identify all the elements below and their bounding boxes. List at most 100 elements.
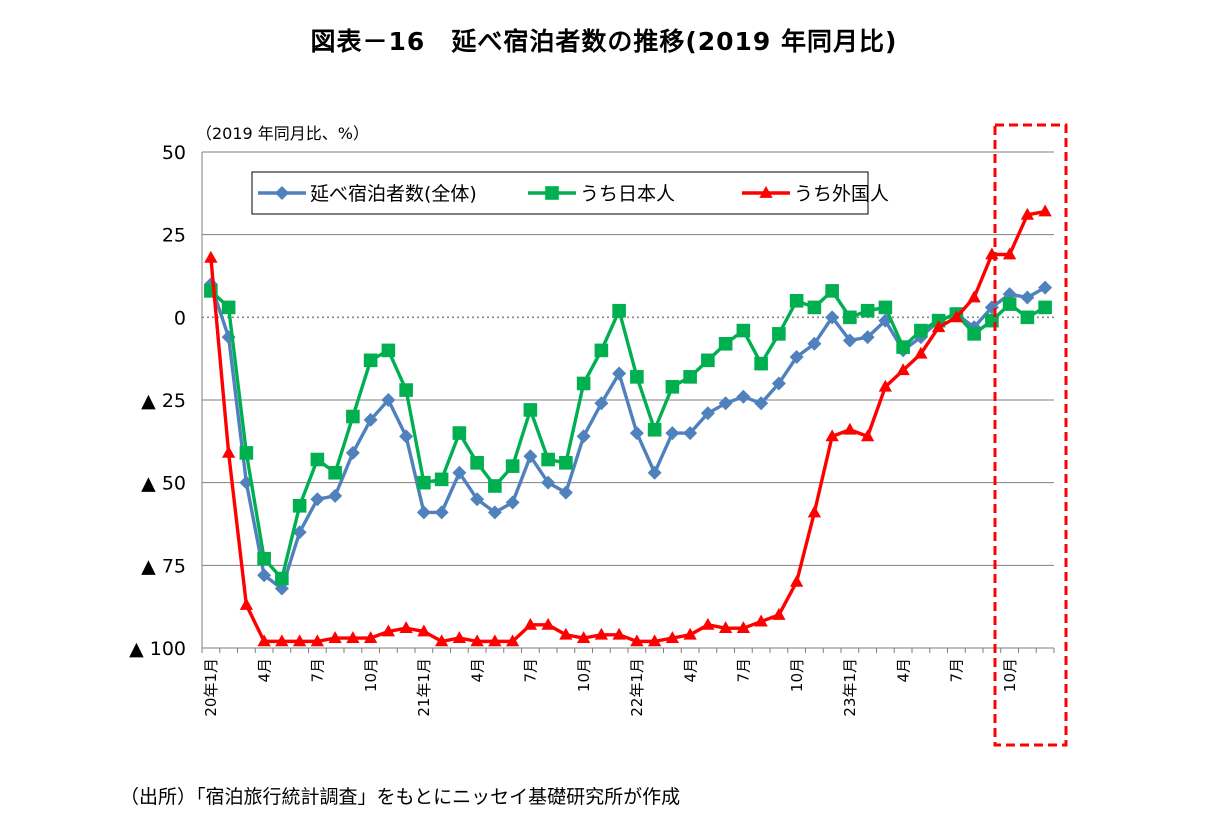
data-point bbox=[896, 340, 910, 354]
data-point bbox=[860, 429, 875, 442]
data-point bbox=[1002, 247, 1017, 260]
data-point bbox=[789, 574, 804, 587]
y-tick-label: ▲ 75 bbox=[141, 555, 186, 577]
data-point bbox=[488, 634, 502, 647]
x-tick-label: 7月 bbox=[735, 658, 753, 683]
data-point bbox=[239, 598, 254, 610]
data-point bbox=[310, 452, 325, 467]
data-point bbox=[807, 505, 822, 518]
data-point bbox=[701, 617, 715, 630]
data-point bbox=[665, 379, 680, 394]
data-point bbox=[257, 551, 271, 566]
highlight-box bbox=[993, 123, 1068, 747]
data-point bbox=[452, 426, 467, 440]
data-point bbox=[754, 356, 768, 371]
series-square bbox=[204, 284, 1052, 586]
data-point bbox=[647, 634, 662, 647]
y-unit-label: （2019 年同月比、%） bbox=[196, 124, 369, 143]
data-point bbox=[452, 465, 467, 480]
data-point bbox=[488, 479, 502, 493]
data-point bbox=[842, 333, 857, 348]
x-tick-label: 4月 bbox=[894, 658, 912, 683]
data-point bbox=[470, 492, 485, 507]
data-point bbox=[310, 634, 325, 647]
data-point bbox=[878, 300, 893, 315]
data-point bbox=[257, 568, 272, 583]
data-point bbox=[221, 445, 236, 458]
legend: 延べ宿泊者数(全体) うち日本人 うち外国人 bbox=[251, 171, 889, 215]
data-point bbox=[1002, 297, 1017, 311]
data-point bbox=[505, 459, 520, 473]
data-point bbox=[416, 505, 431, 520]
data-point bbox=[523, 403, 538, 417]
data-point bbox=[807, 300, 822, 315]
data-point bbox=[292, 499, 307, 513]
data-point bbox=[967, 290, 981, 303]
data-point bbox=[665, 631, 680, 643]
data-point bbox=[647, 422, 662, 437]
data-point bbox=[630, 634, 644, 647]
y-axis-ticks: 50 25 0 ▲ 25 ▲ 50 ▲ 75 ▲ 100 bbox=[129, 142, 186, 660]
data-point bbox=[470, 634, 484, 647]
x-tick-label: 7月 bbox=[309, 658, 327, 683]
data-point bbox=[381, 393, 396, 407]
data-point bbox=[275, 186, 289, 200]
data-point bbox=[594, 396, 609, 411]
data-point bbox=[754, 614, 768, 627]
series-line bbox=[209, 209, 1046, 644]
data-point bbox=[1020, 207, 1035, 220]
data-point bbox=[576, 376, 591, 391]
y-tick-label: ▲ 100 bbox=[129, 638, 186, 660]
data-point bbox=[736, 621, 751, 634]
data-point bbox=[1038, 280, 1053, 295]
data-point bbox=[629, 426, 644, 441]
data-point bbox=[545, 186, 559, 200]
y-tick-label: 25 bbox=[162, 225, 186, 247]
data-point bbox=[257, 634, 271, 647]
data-point bbox=[772, 607, 786, 620]
x-tick-label: 10月 bbox=[788, 658, 806, 692]
data-point bbox=[683, 370, 697, 384]
data-point bbox=[789, 294, 804, 308]
data-point bbox=[292, 525, 307, 540]
y-tick-label: ▲ 25 bbox=[141, 390, 186, 412]
data-point bbox=[292, 634, 307, 647]
data-point bbox=[718, 621, 733, 634]
data-point bbox=[825, 284, 839, 298]
data-point bbox=[452, 631, 467, 643]
x-tick-label: 4月 bbox=[468, 658, 486, 683]
data-point bbox=[363, 631, 378, 643]
x-tick-label: 7月 bbox=[948, 658, 966, 683]
data-point bbox=[700, 406, 715, 421]
legend-label: うち外国人 bbox=[794, 183, 889, 205]
data-point bbox=[736, 389, 751, 404]
data-point bbox=[772, 327, 786, 341]
x-tick-label: 23年1月 bbox=[841, 658, 859, 717]
data-point bbox=[434, 634, 449, 647]
x-tick-label: 20年1月 bbox=[202, 658, 220, 717]
data-point bbox=[239, 446, 254, 460]
series-lines bbox=[203, 204, 1053, 647]
data-point bbox=[718, 396, 733, 411]
data-point bbox=[612, 303, 626, 318]
data-point bbox=[914, 346, 928, 359]
data-point bbox=[1038, 204, 1052, 217]
data-point bbox=[612, 627, 626, 640]
data-point bbox=[470, 456, 484, 470]
data-point bbox=[985, 313, 999, 328]
data-point bbox=[759, 186, 773, 198]
data-point bbox=[594, 627, 609, 640]
x-tick-label: 10月 bbox=[1001, 658, 1019, 692]
data-point bbox=[825, 310, 840, 325]
data-point bbox=[523, 449, 538, 464]
data-point bbox=[505, 634, 520, 647]
data-point bbox=[843, 310, 857, 325]
data-point bbox=[647, 465, 662, 480]
data-point bbox=[417, 475, 431, 490]
x-tick-label: 7月 bbox=[522, 658, 540, 683]
gridlines bbox=[201, 151, 1055, 653]
data-point bbox=[541, 617, 555, 630]
data-point bbox=[505, 495, 520, 510]
data-point bbox=[701, 353, 715, 368]
